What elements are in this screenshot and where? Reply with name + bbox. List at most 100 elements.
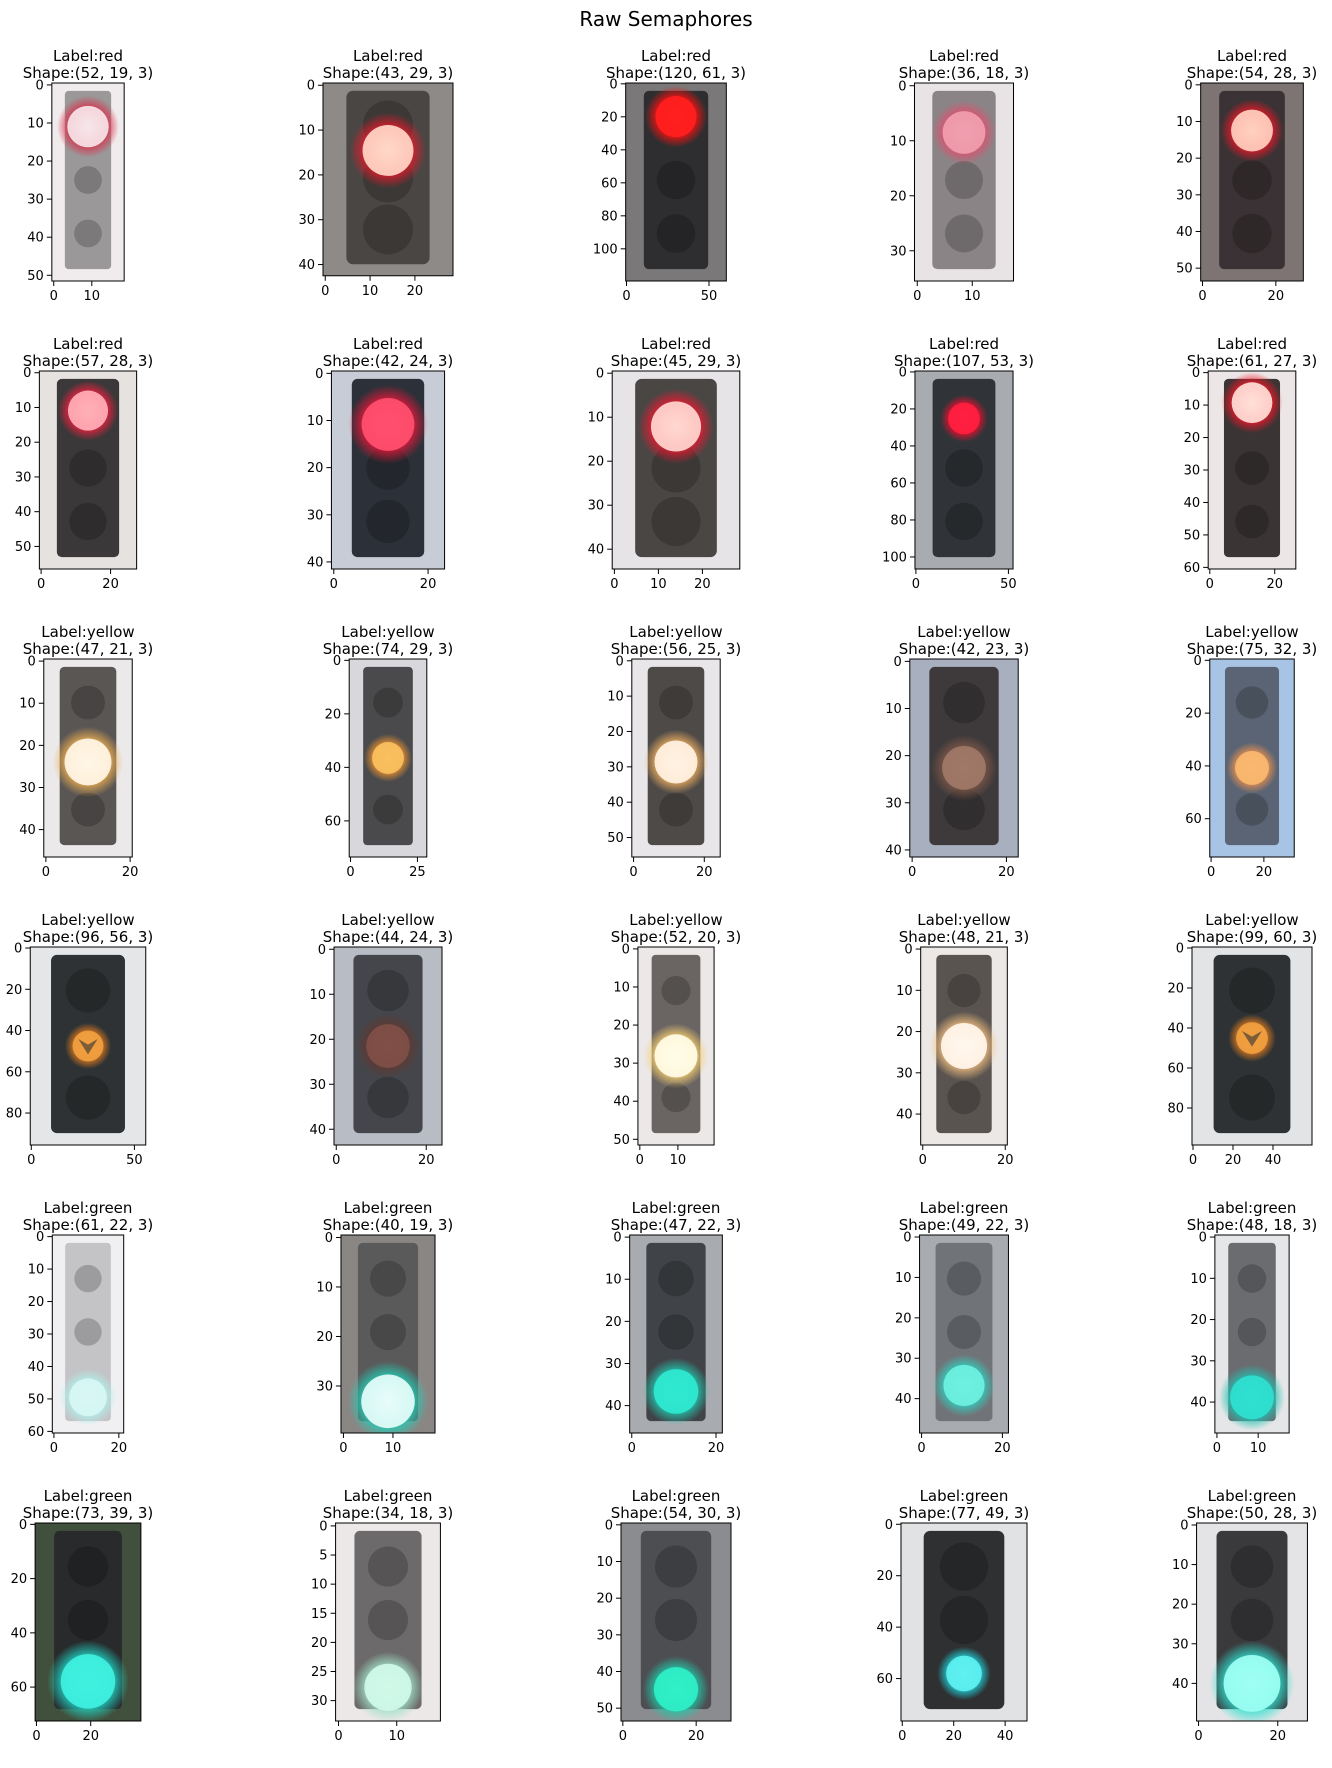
x-tick-label: 20 xyxy=(694,577,711,592)
lit-lamp xyxy=(1231,382,1273,424)
panel-label-title: Label:green xyxy=(344,1199,433,1217)
x-tick-label: 0 xyxy=(334,1729,342,1744)
unlit-lamp xyxy=(656,214,696,253)
x-tick-label: 0 xyxy=(908,865,916,880)
y-tick-label: 10 xyxy=(311,1578,328,1593)
y-tick-label: 20 xyxy=(28,1295,45,1310)
y-tick-label: 0 xyxy=(894,655,902,670)
lit-lamp xyxy=(69,1378,107,1417)
unlit-lamp xyxy=(69,449,107,487)
y-tick-label: 20 xyxy=(876,1569,893,1584)
x-tick-label: 10 xyxy=(1250,1441,1267,1456)
axes-frame xyxy=(322,82,454,277)
y-tick-label: 10 xyxy=(895,1271,912,1286)
unlit-lamp xyxy=(654,1598,698,1642)
x-tick-label: 20 xyxy=(1256,865,1273,880)
semaphore-image xyxy=(909,659,1019,857)
semaphore-image xyxy=(30,947,146,1145)
unlit-lamp xyxy=(369,1260,407,1297)
semaphore-image xyxy=(323,83,453,276)
y-tick-label: 20 xyxy=(1167,982,1184,997)
x-tick-label: 20 xyxy=(945,1729,962,1744)
unlit-lamp xyxy=(67,1546,109,1587)
unlit-lamp xyxy=(71,792,105,827)
x-tick-label: 0 xyxy=(32,1729,40,1744)
unlit-lamp xyxy=(946,1314,982,1350)
y-tick-label: 0 xyxy=(616,654,624,669)
semaphore-image xyxy=(39,371,137,569)
y-tick-label: 20 xyxy=(895,1311,912,1326)
semaphore-image xyxy=(919,1235,1009,1433)
y-tick-label: 0 xyxy=(596,367,604,382)
lit-lamp xyxy=(67,390,109,431)
unlit-lamp xyxy=(1230,1598,1274,1642)
lit-lamp xyxy=(942,111,986,154)
y-tick-label: 30 xyxy=(316,1379,333,1394)
unlit-lamp xyxy=(656,160,696,200)
x-tick-label: 0 xyxy=(37,577,45,592)
panel-label-title: Label:green xyxy=(44,1199,133,1217)
unlit-lamp xyxy=(654,1545,698,1588)
panel-shape-title: Shape:(47, 22, 3) xyxy=(611,1216,742,1234)
semaphore-image xyxy=(340,1235,436,1433)
y-tick-label: 30 xyxy=(309,1078,326,1093)
y-tick-label: 20 xyxy=(607,725,624,740)
semaphore-image xyxy=(334,947,442,1145)
y-tick-label: 20 xyxy=(311,1636,328,1651)
semaphore-image xyxy=(621,1523,731,1721)
panel-label-title: Label:red xyxy=(53,335,123,353)
panel-shape-title: Shape:(96, 56, 3) xyxy=(23,928,154,946)
unlit-lamp xyxy=(943,681,985,724)
semaphore-image xyxy=(920,947,1008,1145)
y-tick-label: 40 xyxy=(1167,1022,1184,1037)
y-tick-label: 60 xyxy=(28,1425,45,1440)
y-tick-label: 40 xyxy=(605,1399,622,1414)
panel-label-title: Label:yellow xyxy=(629,911,722,929)
panel-shape-title: Shape:(74, 29, 3) xyxy=(323,640,454,658)
y-tick-label: 40 xyxy=(307,555,324,570)
unlit-lamp xyxy=(373,794,403,825)
panel-shape-title: Shape:(47, 21, 3) xyxy=(23,640,154,658)
unlit-lamp xyxy=(658,1260,694,1297)
y-tick-label: 10 xyxy=(15,401,32,416)
y-tick-label: 60 xyxy=(1185,812,1202,827)
y-tick-label: 30 xyxy=(19,781,36,796)
y-tick-label: 10 xyxy=(27,116,44,131)
semaphore-image xyxy=(1192,947,1312,1145)
axes-frame xyxy=(330,370,446,570)
unlit-lamp xyxy=(659,685,693,720)
axes-frame xyxy=(333,946,443,1146)
axes-frame xyxy=(38,370,138,570)
y-tick-label: 20 xyxy=(27,155,44,170)
unlit-lamp xyxy=(1232,213,1272,254)
panel-shape-title: Shape:(43, 29, 3) xyxy=(323,64,454,82)
semaphore-image xyxy=(637,947,715,1145)
y-tick-label: 0 xyxy=(14,942,22,957)
y-tick-label: 40 xyxy=(896,1108,913,1123)
y-tick-label: 40 xyxy=(1184,496,1201,511)
y-tick-label: 30 xyxy=(27,193,44,208)
lit-lamp xyxy=(650,401,702,452)
x-tick-label: 0 xyxy=(330,577,338,592)
unlit-lamp xyxy=(369,1313,407,1351)
lit-lamp xyxy=(366,1024,410,1068)
semaphore-image xyxy=(631,659,721,857)
panel-label-title: Label:red xyxy=(641,47,711,65)
x-tick-label: 10 xyxy=(964,289,981,304)
panel-label-title: Label:red xyxy=(1217,335,1287,353)
y-tick-label: 30 xyxy=(588,499,605,514)
y-tick-label: 20 xyxy=(325,707,342,722)
y-tick-label: 30 xyxy=(298,213,315,228)
axes-frame xyxy=(914,82,1014,282)
unlit-lamp xyxy=(74,1318,102,1346)
unlit-lamp xyxy=(658,1314,694,1350)
lit-lamp xyxy=(362,125,414,176)
